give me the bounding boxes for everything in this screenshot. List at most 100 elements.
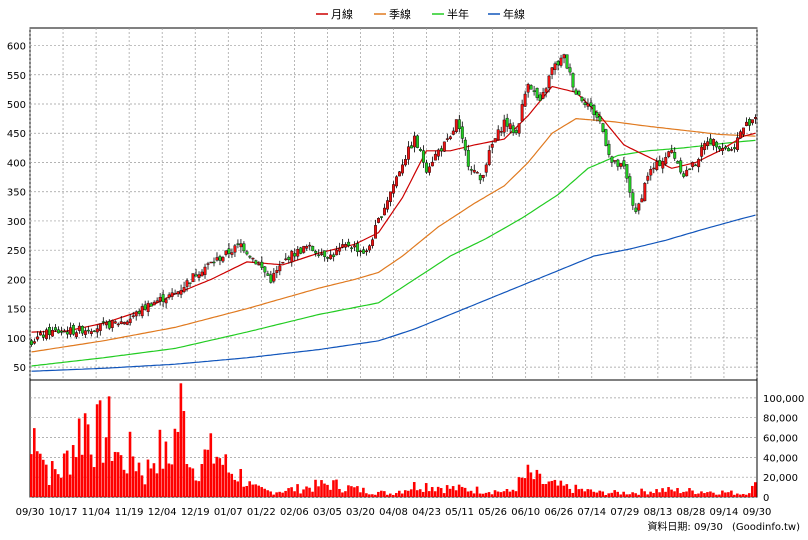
candle-body [616,159,620,167]
volume-bar [739,494,742,497]
candle-body [493,138,497,143]
candle-body [287,256,291,260]
volume-bar [508,491,512,497]
volume-bar [215,456,219,497]
candle-body [407,146,410,160]
candle-body [188,282,192,284]
volume-bar [167,463,171,497]
volume-bar [275,492,278,497]
x-tick-label: 10/17 [49,507,78,518]
volume-bar [748,493,751,497]
volume-bar [347,485,350,497]
volume-bar [502,491,506,497]
candle-body [128,318,132,324]
price-tick-label: 100 [7,334,26,345]
candle-body [224,250,228,255]
candle-body [56,329,60,334]
candle-body [427,166,431,173]
candle-body [134,311,138,317]
volume-bar [520,477,524,497]
candle-body [469,169,473,171]
x-tick-label: 08/28 [676,507,705,518]
candle-body [490,143,494,148]
volume-bar [733,494,736,497]
candle-body [481,174,485,178]
candle-body [167,294,171,298]
candle-body [269,274,273,283]
candle-body [350,247,354,249]
candle-body [39,332,42,336]
candle-body [751,119,754,124]
candle-body [275,270,279,273]
candle-body [568,67,572,73]
volume-bar [400,493,404,497]
volume-bar [257,485,260,497]
candle-body [622,160,626,167]
candle-body [694,164,698,167]
candle-body [745,121,748,126]
candle-body [50,330,54,337]
volume-bar [565,484,569,497]
volume-bar [460,486,464,497]
volume-bar [308,487,311,497]
candle-body [143,304,147,310]
volume-bar [634,493,637,497]
volume-bar [155,473,159,497]
candle-body [212,261,216,264]
volume-bar [146,459,150,497]
volume-tick-label: 60,000 [763,434,798,445]
volume-bar [607,493,611,497]
x-tick-label: 05/26 [478,507,507,518]
candle-body [655,161,659,170]
volume-bar [562,485,566,497]
candle-body [499,131,503,133]
candle-body [347,241,351,246]
price-tick-label: 550 [7,71,26,82]
candle-body [727,148,731,152]
volume-bar [128,431,132,497]
candle-body [436,149,440,157]
volume-bar [682,491,685,497]
volume-bar [532,479,536,497]
volume-bar [164,441,168,497]
volume-bar [266,490,269,497]
volume-bar [242,486,246,497]
candle-body [107,321,111,329]
volume-bar [371,494,374,497]
volume-bar [125,473,129,497]
volume-bar [505,488,509,497]
x-tick-label: 08/13 [643,507,672,518]
candle-body [125,321,129,325]
candle-body [652,167,656,170]
candle-body [71,325,75,335]
volume-bar [427,491,431,497]
candle-body [155,300,159,303]
candle-body [679,160,683,173]
candle-body [556,61,560,66]
candle-body [356,243,360,252]
candle-body [472,169,476,173]
volume-bar [152,463,156,497]
candle-body [673,152,677,159]
volume-bar [50,461,54,497]
candle-body [670,149,674,153]
volume-bar [338,488,341,497]
candle-body [454,119,458,133]
volume-bar [365,493,368,497]
ma-yearly-line [31,214,756,372]
volume-bar [377,491,380,497]
volume-bar [589,489,593,497]
candle-body [170,292,174,297]
candle-body [83,330,87,335]
volume-bar [418,489,422,497]
candle-body [703,143,707,151]
volume-bar [356,486,359,497]
candle-body [95,328,99,333]
volume-bar [392,494,395,497]
candle-body [161,294,165,303]
x-tick-label: 06/26 [544,507,573,518]
volume-bar [580,488,584,497]
volume-bar [664,491,667,497]
volume-bar [445,485,449,497]
candle-body [341,244,345,248]
